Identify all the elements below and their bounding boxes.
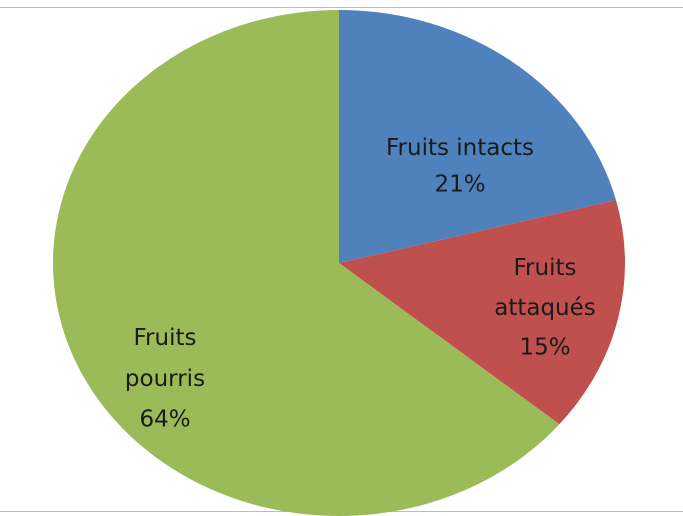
slice-label: Fruits pourris [125, 325, 205, 392]
pie-slice [339, 10, 617, 263]
pie-slice [52, 10, 560, 516]
pie-slice [339, 200, 626, 425]
slice-label: Fruits attaqués [494, 255, 596, 321]
value-label: 15% [519, 335, 570, 361]
slice-label: Fruits intacts [386, 135, 534, 161]
value-label: 64% [139, 407, 190, 433]
value-label: 21% [434, 172, 485, 198]
